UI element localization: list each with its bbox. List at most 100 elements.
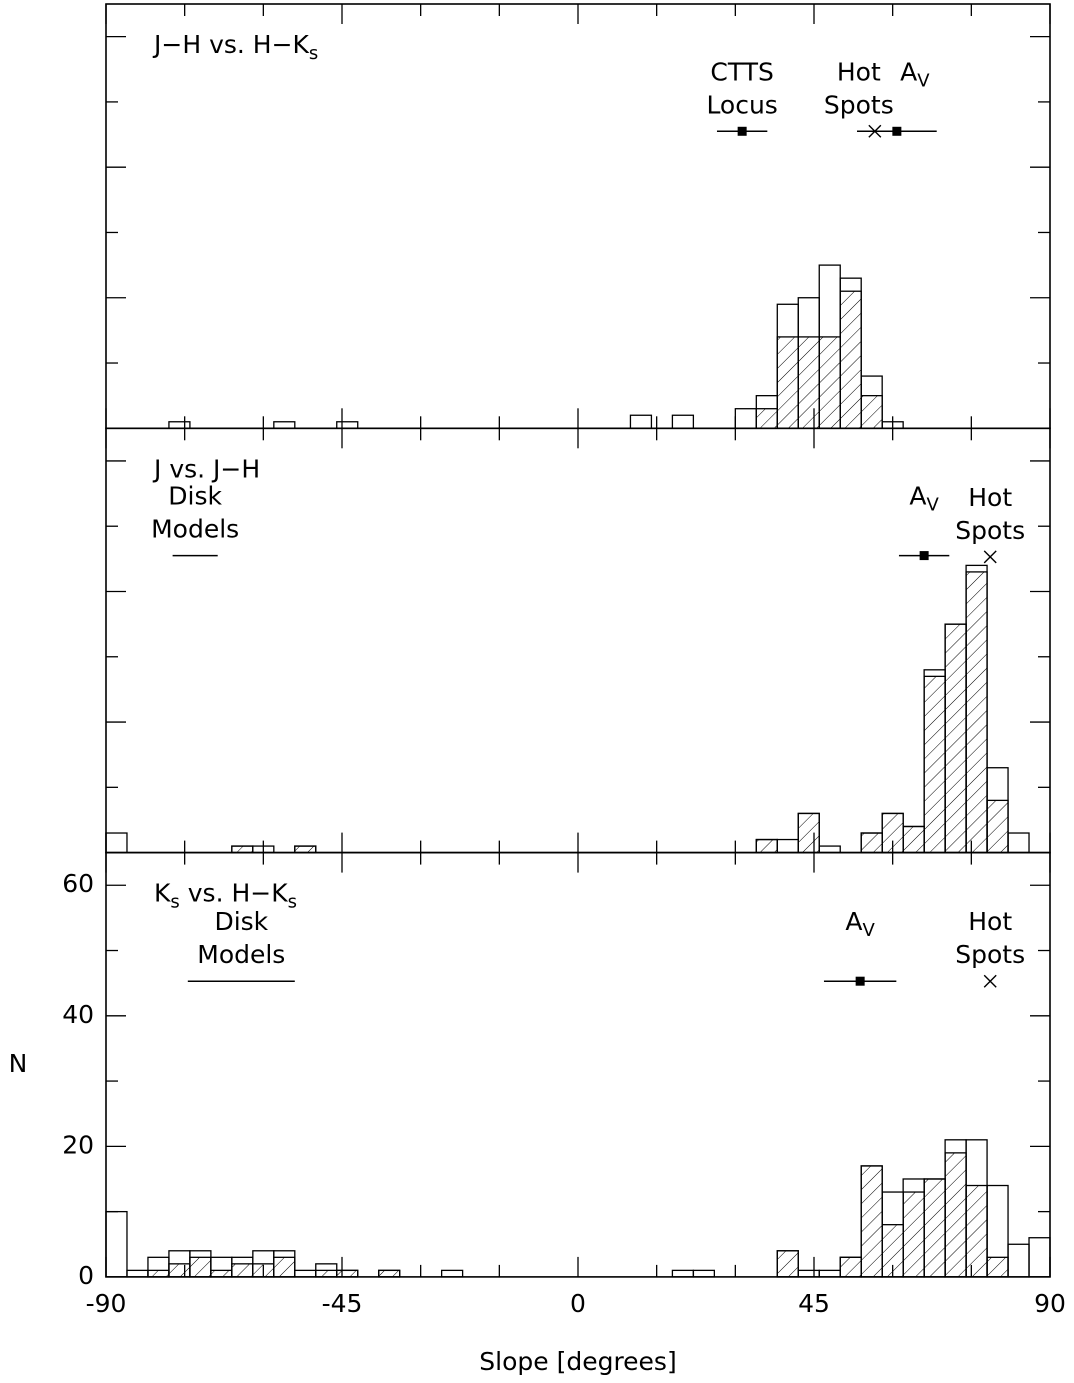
square-marker [855, 976, 865, 986]
annotation-label-part: A [909, 482, 926, 511]
hatched-bar [147, 1269, 170, 1278]
annotation-label: Spots [955, 940, 1025, 969]
x-axis-label: Slope [degrees] [479, 1347, 676, 1376]
hatched-bar [776, 1250, 799, 1278]
panel [105, 3, 1051, 430]
annotation-label-subscript: V [927, 495, 940, 516]
annotation-label-subscript: V [863, 920, 876, 941]
x-tick-label: -45 [322, 1289, 363, 1318]
hatched-bar [231, 1263, 254, 1278]
open-bar [1007, 832, 1030, 854]
annotation-label: Models [151, 515, 239, 544]
y-tick-label: 20 [62, 1130, 94, 1159]
hatched-bar [860, 1165, 883, 1278]
panel-title-subscript: s [288, 892, 297, 913]
hatched-bar [273, 1256, 296, 1278]
annotation-label: Hot [837, 57, 881, 86]
x-tick-label: -90 [86, 1289, 127, 1318]
hatched-bar [902, 1191, 925, 1278]
open-bar [105, 832, 128, 854]
annotation-label-subscript: V [917, 70, 930, 91]
hatched-bar [923, 1178, 946, 1278]
panel-title: J−H vs. H−Ks [152, 30, 318, 64]
hatched-bar [860, 832, 883, 854]
annotation-label: AV [900, 57, 930, 91]
open-bar [336, 421, 359, 429]
cross-marker [983, 974, 997, 988]
panel [105, 427, 1051, 854]
x-tick-label: 0 [570, 1289, 586, 1318]
hatched-bar [231, 845, 254, 854]
plot-frame [105, 427, 1051, 854]
annotation-label-part: A [845, 907, 862, 936]
annotation-label: Disk [168, 482, 222, 511]
panel-title: J vs. J−H [152, 454, 260, 483]
open-bar [692, 1269, 716, 1278]
open-bar [273, 421, 296, 429]
hatched-bar [315, 1269, 338, 1278]
annotation-label: AV [909, 482, 939, 516]
square-marker [919, 551, 929, 561]
open-bar [105, 1210, 128, 1278]
square-marker [737, 126, 747, 136]
open-bar [818, 1269, 841, 1278]
annotation-label-part: A [900, 57, 917, 86]
hatched-bar [923, 675, 946, 854]
open-bar [776, 838, 799, 854]
open-bar [294, 1269, 317, 1278]
hatched-bar [755, 408, 778, 429]
panel-title-subscript: s [309, 43, 318, 64]
panel-title-part: vs. H−K [180, 879, 288, 908]
hatched-bar [294, 845, 317, 854]
hatched-bar [986, 1256, 1009, 1278]
panel-title: Ks vs. H−Ks [154, 879, 297, 913]
open-bar [1028, 1237, 1051, 1278]
hatched-bar [818, 336, 841, 429]
hatched-bar [839, 290, 862, 429]
annotation-label: Hot [968, 907, 1012, 936]
hatched-bar [797, 336, 820, 429]
y-tick-label: 60 [62, 869, 94, 898]
panel-title-subscript: s [170, 892, 179, 913]
panel-title-part: K [154, 879, 171, 908]
hatched-bar [860, 395, 883, 429]
hatched-bar [902, 825, 925, 854]
hatched-bar [378, 1269, 401, 1278]
open-bar [1007, 1243, 1030, 1278]
y-axis-label: N [9, 1049, 28, 1078]
hatched-bar [755, 838, 778, 854]
annotation-label: Spots [955, 516, 1025, 545]
hatched-bar [776, 336, 799, 429]
annotation-label: CTTS [710, 57, 773, 86]
square-marker [892, 126, 902, 136]
open-bar [168, 421, 191, 429]
annotation-label: Spots [824, 90, 894, 119]
hatched-bar [168, 1263, 191, 1278]
hatched-bar [189, 1256, 212, 1278]
hatched-bar [986, 799, 1009, 854]
hatched-bar [944, 1152, 967, 1278]
open-bar [629, 414, 653, 429]
hatched-bar [336, 1269, 359, 1278]
open-bar [671, 1269, 695, 1278]
panel: -90 -45 0 45 90 0 20 40 60 Slope [degrees] N [9, 851, 1066, 1376]
annotation-label: Locus [706, 90, 777, 119]
y-tick-label: 40 [62, 1000, 94, 1029]
open-bar [126, 1269, 149, 1278]
cross-marker [983, 550, 997, 564]
hatched-bar [839, 1256, 862, 1278]
panel-title-part: J−H vs. H−K [152, 30, 310, 59]
x-tick-label: 45 [798, 1289, 830, 1318]
annotation-label: AV [845, 907, 875, 941]
open-bar [671, 414, 695, 429]
hatched-bar [797, 812, 820, 854]
open-bar [797, 1269, 820, 1278]
open-bar [734, 408, 757, 429]
x-tick-label: 90 [1034, 1289, 1066, 1318]
hatched-bar [210, 1269, 233, 1278]
open-bar [440, 1269, 464, 1278]
annotation-label: Models [197, 940, 285, 969]
hatched-bar [965, 1184, 988, 1278]
open-bar [818, 845, 841, 854]
